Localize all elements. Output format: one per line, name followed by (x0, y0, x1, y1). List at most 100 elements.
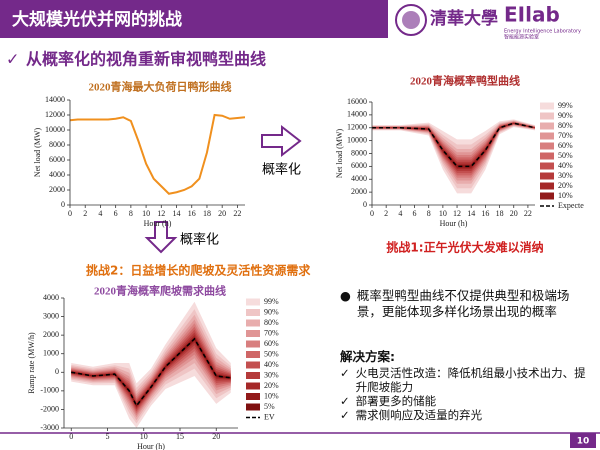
y-tick-label: 2000 (49, 185, 65, 194)
y-tick-label: 14000 (45, 95, 65, 104)
legend-label: 70% (558, 131, 573, 140)
y-axis-label: Net load (MW) (33, 128, 42, 178)
legend-label: 40% (558, 161, 573, 170)
x-tick-label: 10 (142, 209, 150, 218)
legend-swatch (540, 142, 554, 150)
x-tick-label: 0 (370, 209, 374, 218)
legend-swatch (246, 372, 260, 379)
x-tick-label: 20 (218, 209, 226, 218)
y-tick-label: 10000 (347, 135, 367, 144)
legend-label: 10% (264, 391, 279, 400)
plot-area (71, 301, 231, 428)
x-tick-label: 2 (384, 209, 388, 218)
challenge: 挑战2：日益增长的爬坡及灵活性资源需求 (86, 263, 311, 278)
line (70, 113, 245, 195)
chart-title: 2020青海概率鸭型曲线 (410, 74, 520, 88)
x-tick-label: 4 (398, 209, 402, 218)
y-tick-label: 1000 (43, 349, 59, 358)
legend-swatch (246, 351, 260, 358)
legend-swatch (540, 112, 554, 120)
x-tick-label: 5 (106, 432, 110, 441)
legend-swatch (540, 172, 554, 180)
legend-label: 60% (264, 339, 279, 348)
check-icon: ✓ (6, 50, 19, 69)
bullet-text: 概率型鸭型曲线不仅提供典型和极端场景，更能体现多样化场景出现的概率 (356, 288, 570, 319)
legend-label: 99% (264, 297, 279, 306)
check-icon: ✓ (340, 408, 350, 422)
legend-label: 60% (558, 141, 573, 150)
x-tick-label: 0 (68, 209, 72, 218)
x-tick-label: 8 (427, 209, 431, 218)
y-tick-label: 10000 (45, 125, 65, 134)
chart-title: 2020青海最大负荷日鸭形曲线 (89, 80, 232, 94)
quantile-band (372, 122, 535, 171)
logo-text: 清華大學 (430, 8, 498, 28)
arrow-label: 概率化 (180, 232, 219, 248)
legend-label: 90% (558, 111, 573, 120)
legend-swatch (246, 403, 260, 411)
y-tick-label: 14000 (347, 110, 367, 119)
y-tick-label: -1000 (40, 386, 59, 395)
bullet-item: ● 概率型鸭型曲线不仅提供典型和极端场景，更能体现多样化场景出现的概率 (340, 288, 590, 320)
legend-label: 50% (558, 151, 573, 160)
solution-text: 火电灵活性改造：降低机组最小技术出力、提升爬坡能力 (355, 366, 586, 394)
expected-line (372, 122, 535, 168)
x-tick-label: 18 (496, 209, 504, 218)
legend-swatch (540, 122, 554, 130)
legend-swatch (246, 382, 260, 390)
charts: 2020青海最大负荷日鸭形曲线0200040006000800010000120… (27, 74, 584, 450)
x-axis-label: Hour (h) (440, 219, 468, 228)
legend-label: 90% (264, 307, 279, 316)
y-axis-label: Net load (MW) (335, 129, 344, 179)
legend-label: 80% (558, 121, 573, 130)
bullet-block: ● 概率型鸭型曲线不仅提供典型和极端场景，更能体现多样化场景出现的概率 (340, 288, 590, 320)
legend-swatch (246, 309, 260, 316)
legend-swatch (246, 393, 260, 400)
page-number-box (570, 433, 596, 448)
challenge: 挑战1:正午光伏大发难以消纳 (386, 240, 543, 255)
check-icon: ✓ (340, 394, 350, 408)
y-tick-label: 12000 (45, 110, 65, 119)
x-tick-label: 10 (140, 432, 148, 441)
solution-item: ✓ 火电灵活性改造：降低机组最小技术出力、提升爬坡能力 (340, 366, 590, 394)
x-tick-label: 10 (439, 209, 447, 218)
solutions-title: 解决方案: (340, 349, 395, 364)
legend-swatch (540, 192, 554, 200)
solution-item: ✓ 部署更多的储能 (340, 394, 590, 408)
legend-swatch (540, 162, 554, 170)
legend-swatch (540, 132, 554, 140)
header-bar (0, 0, 388, 38)
y-axis-label: Ramp rate (MW/h) (27, 332, 36, 394)
y-tick-label: 16000 (347, 97, 367, 106)
x-tick-label: 6 (413, 209, 417, 218)
legend-label: 20% (558, 181, 573, 190)
arrow-down (144, 221, 178, 254)
legend-swatch (246, 298, 260, 306)
subtitle: 从概率化的视角重新审视鸭型曲线 (26, 50, 266, 69)
x-tick-label: 22 (524, 209, 532, 218)
x-tick-label: 14 (173, 209, 181, 218)
expected-line (71, 337, 231, 408)
plot-area (372, 119, 535, 194)
y-tick-label: 0 (61, 200, 65, 209)
x-tick-label: 20 (212, 432, 220, 441)
x-tick-label: 8 (129, 209, 133, 218)
legend-swatch (540, 152, 554, 160)
arrow-right (261, 124, 302, 158)
y-tick-label: -3000 (40, 423, 59, 432)
legend-swatch (246, 361, 260, 369)
y-tick-label: 4000 (43, 293, 59, 302)
solution-item: ✓ 需求侧响应及适量的弃光 (340, 408, 590, 422)
x-tick-label: 12 (157, 209, 165, 218)
legend-label: 5% (264, 402, 275, 411)
legend-label: 99% (558, 101, 573, 110)
x-tick-label: 18 (203, 209, 211, 218)
x-axis-label: Hour (h) (137, 442, 165, 450)
lab-subtitle-cn: 智能能源实验室 (504, 34, 539, 41)
solution-text: 需求侧响应及适量的弃光 (355, 408, 483, 422)
lab-name: EIlab (504, 3, 560, 27)
x-tick-label: 22 (233, 209, 241, 218)
legend-label: 20% (264, 381, 279, 390)
y-tick-label: 12000 (347, 123, 367, 132)
x-tick-label: 16 (188, 209, 196, 218)
